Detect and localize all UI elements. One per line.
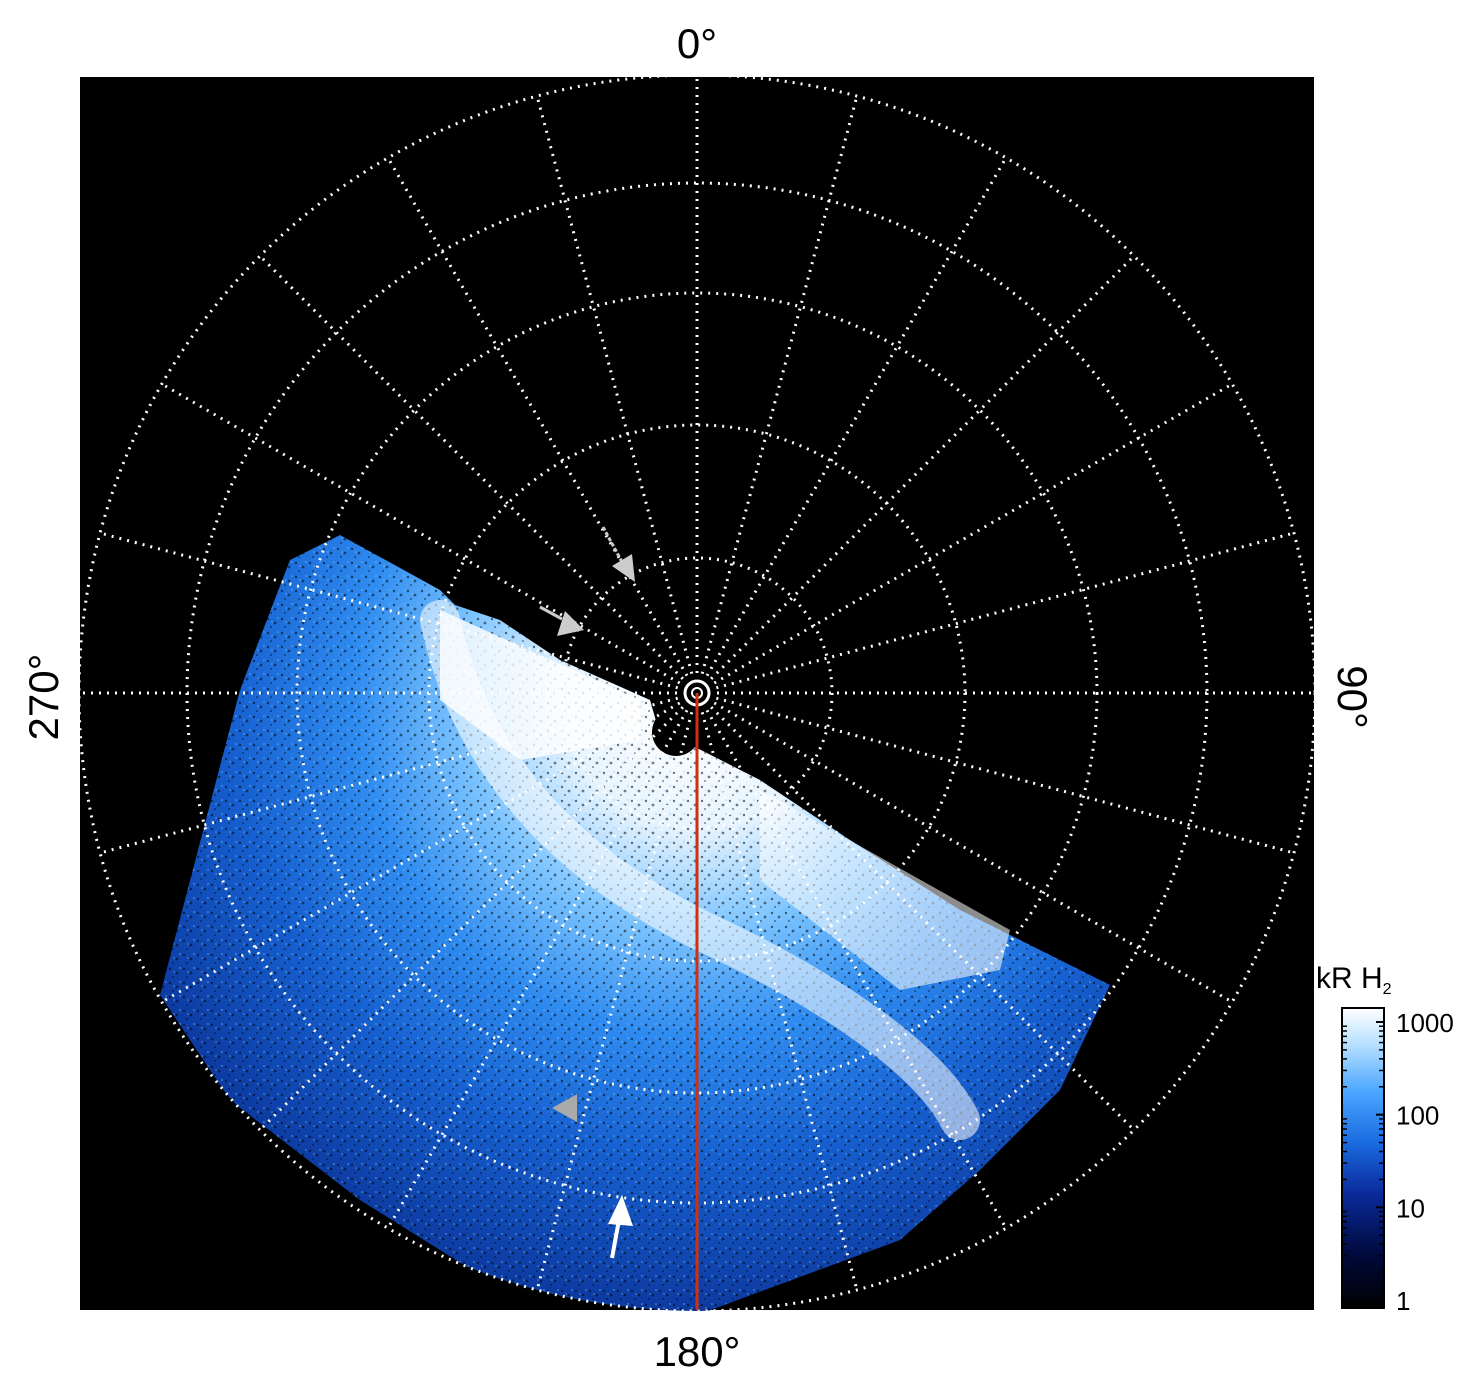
arrow-white — [608, 1195, 633, 1259]
colorbar-tick-label: 100 — [1396, 1101, 1439, 1131]
colorbar-gradient — [1341, 1007, 1385, 1309]
colorbar-tick-label: 1000 — [1396, 1008, 1454, 1038]
arrow-gray-lower — [552, 1094, 577, 1122]
label-180-deg: 180° — [654, 1328, 741, 1375]
colorbar-tick-label: 1 — [1396, 1286, 1410, 1316]
colorbar: kR H2 1000 100 10 1 — [1316, 962, 1454, 1316]
colorbar-title-subscript: 2 — [1383, 981, 1392, 998]
auroral-emission-region — [160, 535, 1110, 1311]
colorbar-tick-label: 10 — [1396, 1193, 1425, 1223]
arrow-gray-upper — [601, 526, 635, 582]
grid-circle — [77, 73, 1317, 1313]
arrow-gray-middle — [539, 605, 584, 636]
label-0-deg: 0° — [677, 20, 717, 67]
label-270-deg: 270° — [20, 654, 67, 741]
colorbar-ticks: 1000 100 10 1 — [1342, 1008, 1454, 1316]
colorbar-title: kR H2 — [1316, 962, 1392, 998]
label-90-deg: 90° — [1329, 665, 1376, 729]
emission-noise — [160, 535, 1110, 1311]
grid-circle — [560, 556, 834, 830]
bright-dawn-band — [760, 790, 1010, 990]
bright-dayside-cap — [440, 610, 640, 760]
grid-circle — [295, 291, 1099, 1095]
